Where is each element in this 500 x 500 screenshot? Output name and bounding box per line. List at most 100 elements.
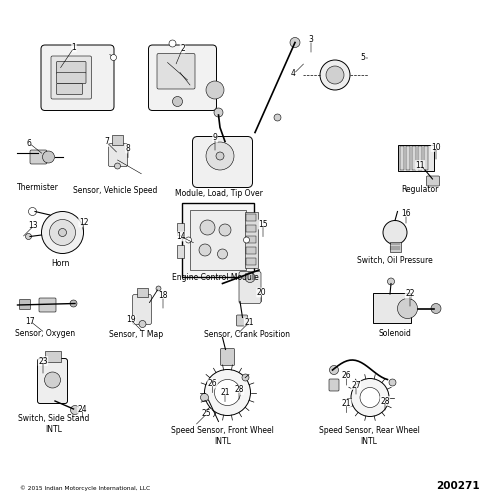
Text: 8: 8: [126, 144, 130, 153]
Text: 7: 7: [104, 138, 109, 146]
Circle shape: [244, 237, 250, 243]
Bar: [246, 258, 256, 265]
Circle shape: [42, 151, 54, 163]
Circle shape: [26, 234, 32, 239]
Text: 12: 12: [79, 218, 88, 227]
FancyBboxPatch shape: [108, 144, 128, 167]
Bar: [424, 146, 428, 170]
FancyBboxPatch shape: [20, 300, 30, 310]
Circle shape: [42, 212, 84, 254]
Bar: [246, 214, 256, 221]
Text: Switch, Oil Pressure: Switch, Oil Pressure: [357, 256, 433, 266]
Circle shape: [360, 388, 380, 407]
FancyBboxPatch shape: [372, 292, 410, 323]
Circle shape: [156, 286, 161, 291]
Text: 21: 21: [244, 318, 254, 327]
Circle shape: [206, 81, 224, 99]
FancyBboxPatch shape: [56, 84, 82, 94]
Text: Sensor, Vehicle Speed: Sensor, Vehicle Speed: [73, 186, 157, 195]
FancyBboxPatch shape: [132, 294, 152, 324]
Circle shape: [218, 249, 228, 259]
Text: Sensor, Oxygen: Sensor, Oxygen: [15, 329, 75, 338]
Text: 26: 26: [342, 372, 351, 380]
Circle shape: [44, 372, 60, 388]
Bar: [246, 225, 256, 232]
Text: 25: 25: [202, 410, 211, 418]
Circle shape: [186, 237, 192, 243]
Text: Sensor, T Map: Sensor, T Map: [109, 330, 163, 339]
Text: 13: 13: [28, 222, 38, 230]
Text: Regulator: Regulator: [402, 185, 438, 194]
Circle shape: [274, 114, 281, 121]
FancyBboxPatch shape: [38, 358, 68, 404]
Text: 26: 26: [208, 379, 218, 388]
Bar: [418, 146, 422, 170]
Circle shape: [388, 278, 394, 285]
Circle shape: [206, 142, 234, 170]
Text: 17: 17: [25, 316, 35, 326]
Circle shape: [242, 374, 249, 381]
Circle shape: [214, 108, 223, 117]
Bar: [176, 245, 184, 258]
Circle shape: [219, 224, 231, 236]
Text: 21: 21: [342, 399, 351, 408]
FancyBboxPatch shape: [44, 350, 60, 362]
Text: 24: 24: [78, 404, 88, 413]
Circle shape: [70, 300, 77, 307]
FancyBboxPatch shape: [56, 72, 86, 84]
Text: 23: 23: [38, 356, 48, 366]
Circle shape: [330, 366, 338, 374]
Circle shape: [28, 208, 36, 216]
Circle shape: [110, 54, 116, 60]
Text: 4: 4: [291, 70, 296, 78]
Text: Module, Load, Tip Over: Module, Load, Tip Over: [175, 189, 263, 198]
Text: 27: 27: [351, 380, 361, 390]
FancyBboxPatch shape: [192, 136, 252, 188]
Bar: [245, 212, 258, 268]
Text: 3: 3: [308, 36, 314, 44]
Text: 18: 18: [158, 292, 168, 300]
FancyBboxPatch shape: [190, 210, 246, 270]
Circle shape: [326, 66, 344, 84]
Circle shape: [58, 228, 66, 236]
Text: 15: 15: [258, 220, 268, 229]
Text: Switch, Side Stand
INTL: Switch, Side Stand INTL: [18, 414, 90, 434]
Circle shape: [320, 60, 350, 90]
Circle shape: [383, 220, 407, 244]
Circle shape: [200, 394, 208, 402]
Bar: [246, 247, 256, 254]
Text: 14: 14: [176, 232, 186, 241]
Text: 10: 10: [431, 142, 441, 152]
Text: 9: 9: [212, 134, 218, 142]
Text: 20: 20: [256, 288, 266, 297]
Text: 28: 28: [234, 386, 244, 394]
Circle shape: [139, 320, 146, 328]
Text: Engine Control Module: Engine Control Module: [172, 272, 258, 281]
Text: 16: 16: [401, 210, 411, 218]
FancyBboxPatch shape: [56, 62, 86, 74]
Circle shape: [216, 152, 224, 160]
Circle shape: [214, 380, 240, 406]
Text: Sensor, Crank Position: Sensor, Crank Position: [204, 330, 290, 339]
Circle shape: [351, 378, 389, 416]
FancyBboxPatch shape: [236, 315, 248, 326]
Circle shape: [431, 304, 441, 314]
Circle shape: [200, 220, 215, 235]
Circle shape: [169, 40, 176, 47]
FancyBboxPatch shape: [329, 379, 339, 391]
FancyBboxPatch shape: [239, 272, 261, 304]
FancyBboxPatch shape: [398, 146, 434, 171]
Circle shape: [70, 406, 80, 414]
Text: 11: 11: [415, 160, 425, 170]
Text: 21: 21: [220, 388, 230, 397]
Bar: [176, 222, 184, 235]
Circle shape: [245, 272, 255, 282]
Circle shape: [389, 379, 396, 386]
Bar: [246, 236, 256, 243]
FancyBboxPatch shape: [39, 298, 56, 312]
Circle shape: [290, 38, 300, 48]
FancyBboxPatch shape: [51, 56, 92, 99]
Text: 1: 1: [72, 43, 76, 52]
Circle shape: [199, 244, 211, 256]
Circle shape: [114, 163, 120, 169]
